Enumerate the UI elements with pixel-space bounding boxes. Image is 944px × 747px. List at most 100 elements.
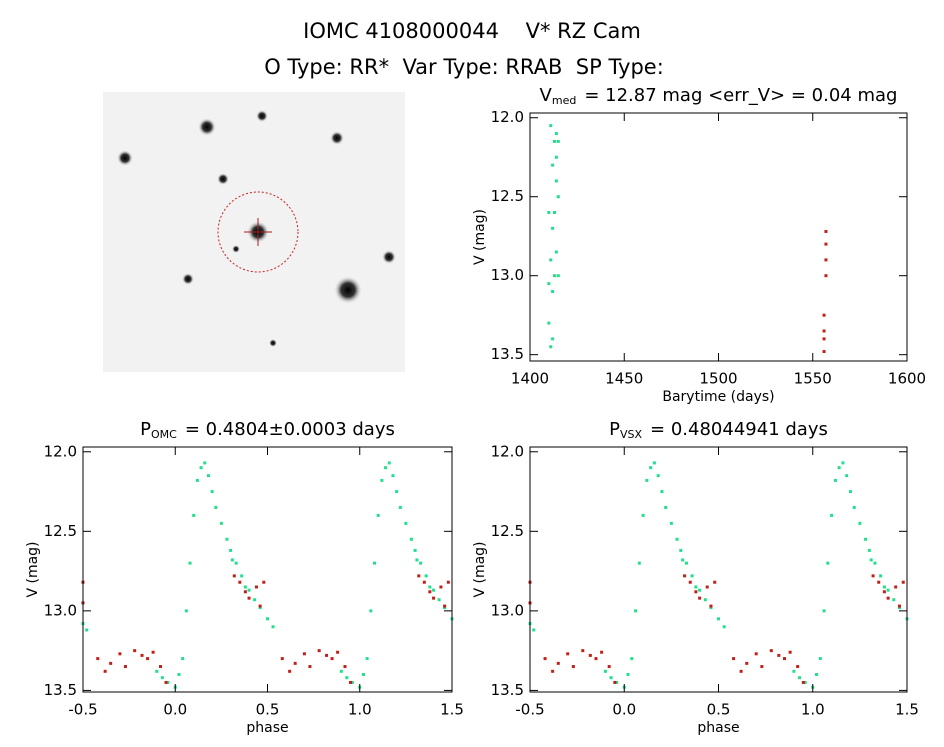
data-point <box>409 537 413 541</box>
data-point <box>155 669 159 673</box>
data-point <box>873 561 877 565</box>
data-point <box>349 680 353 684</box>
data-point <box>439 585 443 589</box>
data-point <box>188 561 192 565</box>
data-point <box>882 585 886 589</box>
data-point <box>96 657 100 661</box>
sky-image <box>103 92 405 372</box>
data-point <box>664 505 668 509</box>
data-point <box>824 229 828 233</box>
data-point <box>684 561 688 565</box>
y-tick-label: 12.0 <box>44 442 77 460</box>
data-point <box>822 609 826 613</box>
data-point <box>339 669 343 673</box>
x-tick-label: 0.0 <box>163 701 187 719</box>
data-point <box>894 585 898 589</box>
data-point <box>302 652 306 656</box>
x-tick-label: 0.5 <box>707 701 731 719</box>
data-point <box>754 652 758 656</box>
x-tick-label: 1.0 <box>801 701 825 719</box>
data-point <box>395 490 399 494</box>
data-point <box>571 665 575 669</box>
data-point <box>229 548 233 552</box>
data-point <box>824 274 828 278</box>
data-point <box>262 580 266 584</box>
data-point <box>824 242 828 246</box>
data-point <box>641 513 645 517</box>
data-point <box>554 179 558 183</box>
data-point <box>556 139 560 143</box>
data-point <box>556 195 560 199</box>
data-point <box>637 561 641 565</box>
x-tick-label: 1.5 <box>440 701 464 719</box>
data-point <box>656 474 660 478</box>
data-point <box>85 628 89 632</box>
y-tick-label: 12.0 <box>491 108 524 126</box>
data-point <box>258 604 262 608</box>
data-point <box>694 590 698 594</box>
data-point <box>709 606 713 610</box>
data-point <box>164 680 168 684</box>
data-point <box>210 490 214 494</box>
data-point <box>630 657 634 661</box>
data-point <box>234 561 238 565</box>
data-point <box>801 680 805 684</box>
data-point <box>376 513 380 517</box>
data-point <box>824 258 828 262</box>
plot-frame <box>529 446 908 693</box>
data-point <box>195 478 199 482</box>
data-point <box>645 478 649 482</box>
data-point <box>225 537 229 541</box>
y-tick-label: 13.5 <box>491 345 524 363</box>
data-point <box>247 588 251 592</box>
data-point <box>556 661 560 665</box>
data-point <box>864 537 868 541</box>
x-axis-label: phase <box>246 720 288 736</box>
title-text: = 0.4804±0.0003 days <box>185 419 395 440</box>
data-point <box>432 588 436 592</box>
y-tick-label: 13.0 <box>491 601 524 619</box>
data-point <box>428 585 432 589</box>
x-tick-label: 1600 <box>888 370 926 388</box>
data-point <box>792 669 796 673</box>
data-point <box>549 345 553 349</box>
data-point <box>547 282 551 286</box>
data-point <box>782 657 786 661</box>
data-point <box>841 461 845 465</box>
data-point <box>694 585 698 589</box>
data-point <box>886 588 890 592</box>
y-tick-label: 13.5 <box>44 681 77 699</box>
data-point <box>826 561 830 565</box>
x-tick-label: 1400 <box>511 370 549 388</box>
data-point <box>398 505 402 509</box>
data-point <box>848 490 852 494</box>
data-point <box>796 665 800 669</box>
data-point <box>553 211 557 215</box>
data-point <box>369 609 373 613</box>
data-point <box>288 669 292 673</box>
data-point <box>709 604 713 608</box>
data-point <box>432 596 436 600</box>
data-point <box>103 669 107 673</box>
data-point <box>219 521 223 525</box>
title-text: = 0.48044941 days <box>650 419 828 440</box>
data-point <box>745 661 749 665</box>
data-point <box>554 155 558 159</box>
data-point <box>437 598 441 602</box>
y-tick-label: 12.0 <box>491 442 524 460</box>
data-point <box>160 676 164 680</box>
panel-title: POMC = 0.4804±0.0003 days <box>140 419 395 441</box>
data-point <box>417 574 421 578</box>
data-point <box>140 653 144 657</box>
y-tick-label: 13.5 <box>491 681 524 699</box>
y-tick-label: 13.0 <box>491 266 524 284</box>
data-point <box>551 669 555 673</box>
data-point <box>428 590 432 594</box>
title-symbol: P <box>609 419 620 440</box>
data-point <box>373 561 377 565</box>
data-point <box>652 461 656 465</box>
data-point <box>703 598 707 602</box>
data-point <box>181 657 185 661</box>
data-point <box>760 665 764 669</box>
data-point <box>384 466 388 470</box>
